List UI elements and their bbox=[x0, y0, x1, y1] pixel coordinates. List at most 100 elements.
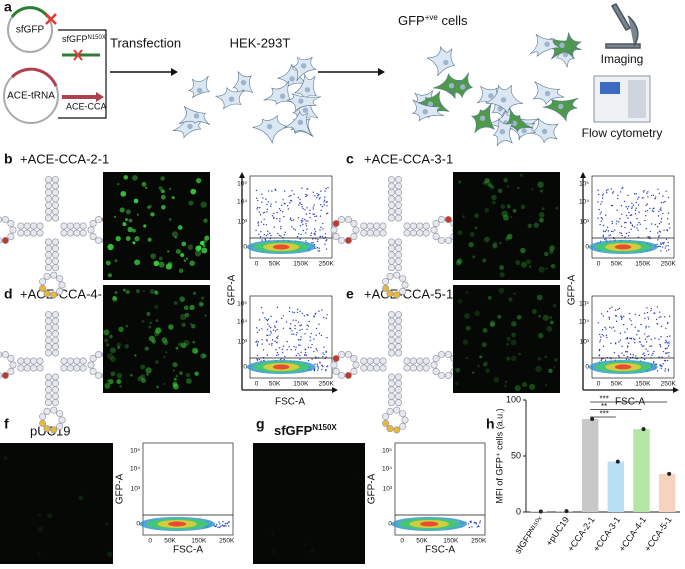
bracket bbox=[58, 29, 107, 119]
event bbox=[643, 358, 646, 361]
flow-label: Flow cytometry bbox=[582, 126, 663, 140]
cell bbox=[411, 99, 445, 122]
event bbox=[642, 197, 644, 199]
event bbox=[312, 242, 314, 244]
cell-signal bbox=[149, 321, 153, 325]
event bbox=[622, 324, 625, 326]
event bbox=[280, 204, 283, 206]
event bbox=[647, 191, 649, 193]
event bbox=[312, 213, 314, 215]
event bbox=[299, 339, 302, 341]
nucleotide bbox=[373, 229, 381, 237]
nucleotide bbox=[393, 406, 401, 414]
event bbox=[625, 338, 627, 340]
event bbox=[628, 231, 630, 234]
event bbox=[599, 223, 601, 226]
cell-signal bbox=[552, 303, 557, 308]
panel-title: +ACE-CCA-4-1 bbox=[20, 286, 109, 301]
nucleotide bbox=[23, 364, 31, 372]
event bbox=[644, 219, 646, 222]
event bbox=[318, 310, 320, 312]
cell-signal bbox=[105, 522, 109, 526]
event bbox=[290, 195, 292, 197]
cell-signal bbox=[191, 323, 196, 329]
event bbox=[306, 324, 308, 326]
nucleus bbox=[443, 59, 449, 66]
nucleotide bbox=[50, 426, 58, 434]
cell-signal bbox=[191, 347, 199, 354]
event bbox=[668, 248, 670, 251]
nucleotide bbox=[387, 373, 395, 381]
cell-signal bbox=[474, 213, 480, 219]
cell-signal bbox=[201, 296, 205, 300]
cell bbox=[263, 80, 293, 105]
nucleotide bbox=[399, 287, 407, 295]
cell-signal bbox=[134, 236, 140, 242]
cell-signal bbox=[116, 379, 122, 385]
nucleus bbox=[298, 98, 304, 104]
event bbox=[293, 333, 295, 335]
event bbox=[309, 336, 311, 338]
event bbox=[256, 345, 259, 347]
nucleus bbox=[460, 84, 466, 90]
event bbox=[283, 234, 286, 236]
event bbox=[276, 341, 278, 343]
event bbox=[269, 326, 272, 329]
nucleotide bbox=[44, 323, 52, 331]
result-tail: cells bbox=[438, 13, 468, 28]
event bbox=[668, 223, 670, 225]
cell-signal bbox=[180, 252, 185, 258]
cell-signal bbox=[168, 324, 174, 330]
event bbox=[478, 525, 480, 528]
event bbox=[640, 323, 642, 326]
nucleotide bbox=[51, 392, 59, 400]
event bbox=[325, 248, 328, 250]
event bbox=[289, 328, 292, 330]
cell-signal bbox=[173, 301, 178, 305]
event bbox=[315, 327, 318, 330]
cell-signal bbox=[455, 367, 461, 373]
cell-signal bbox=[161, 337, 168, 343]
event bbox=[223, 525, 226, 527]
nucleotide bbox=[51, 238, 59, 246]
event bbox=[665, 238, 668, 241]
event bbox=[323, 346, 325, 348]
nucleotide bbox=[79, 357, 87, 365]
event bbox=[286, 340, 289, 343]
nucleotide bbox=[387, 311, 395, 319]
event bbox=[651, 354, 653, 356]
event bbox=[261, 201, 263, 204]
event bbox=[291, 333, 293, 335]
cell-signal bbox=[103, 329, 110, 336]
event bbox=[636, 334, 638, 336]
cytometer-screen bbox=[600, 82, 620, 94]
event bbox=[306, 188, 309, 190]
event bbox=[639, 223, 641, 225]
event bbox=[266, 354, 269, 356]
cell-signal bbox=[474, 226, 478, 230]
event bbox=[306, 228, 308, 230]
flow-y-tick: 10³ bbox=[238, 219, 248, 226]
cell-signal bbox=[172, 362, 178, 368]
event bbox=[665, 190, 667, 192]
nucleotide bbox=[44, 349, 52, 357]
nucleotide bbox=[23, 222, 31, 230]
event bbox=[322, 228, 324, 230]
event bbox=[273, 325, 276, 327]
event bbox=[655, 318, 658, 321]
nucleotide bbox=[39, 284, 47, 292]
event bbox=[258, 329, 261, 331]
event bbox=[666, 229, 669, 232]
event bbox=[325, 368, 327, 371]
nucleus bbox=[558, 103, 564, 110]
cell-signal bbox=[173, 377, 177, 381]
event bbox=[267, 190, 270, 192]
flow-x-tick: 150K bbox=[293, 261, 309, 268]
event bbox=[318, 323, 320, 325]
cell-signal bbox=[202, 353, 207, 358]
event bbox=[660, 221, 662, 223]
event bbox=[255, 341, 257, 343]
cell-signal bbox=[116, 342, 122, 348]
nucleotide bbox=[387, 201, 395, 209]
cell-signal bbox=[168, 187, 172, 191]
